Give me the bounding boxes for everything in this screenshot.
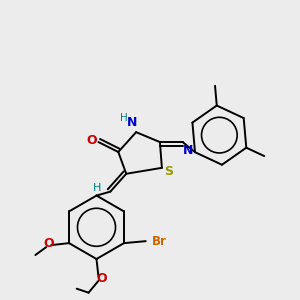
Text: O: O xyxy=(96,272,107,285)
Text: H: H xyxy=(93,183,102,193)
Text: N: N xyxy=(127,116,137,129)
Text: Br: Br xyxy=(152,235,167,248)
Text: H: H xyxy=(120,113,128,123)
Text: O: O xyxy=(43,237,54,250)
Text: O: O xyxy=(86,134,97,147)
Text: S: S xyxy=(164,165,173,178)
Text: N: N xyxy=(182,143,193,157)
